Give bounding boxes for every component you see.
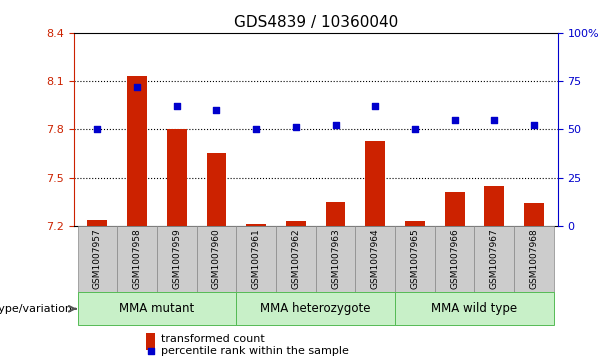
Bar — [395, 226, 435, 292]
Text: GSM1007958: GSM1007958 — [132, 229, 142, 289]
Point — [410, 126, 420, 132]
Point — [132, 84, 142, 90]
Bar — [316, 226, 356, 292]
Text: MMA wild type: MMA wild type — [432, 302, 517, 315]
Text: GSM1007962: GSM1007962 — [291, 229, 300, 289]
Text: GSM1007961: GSM1007961 — [252, 229, 261, 289]
Point — [529, 123, 539, 129]
Point — [211, 107, 221, 113]
Point — [291, 125, 301, 130]
Point — [370, 103, 380, 109]
Bar — [127, 76, 147, 226]
Bar — [405, 221, 425, 226]
Point — [172, 103, 181, 109]
Bar — [484, 186, 504, 226]
Point — [93, 126, 102, 132]
Point — [146, 348, 156, 354]
Title: GDS4839 / 10360040: GDS4839 / 10360040 — [234, 15, 398, 30]
Text: GSM1007960: GSM1007960 — [212, 229, 221, 289]
Bar — [435, 226, 474, 292]
Bar — [236, 226, 276, 292]
Bar — [157, 226, 197, 292]
Point — [251, 126, 261, 132]
Bar — [474, 226, 514, 292]
Bar — [246, 224, 266, 226]
Bar — [147, 333, 155, 350]
Bar — [395, 292, 554, 325]
Point — [450, 117, 460, 123]
Bar — [167, 129, 187, 226]
Bar — [77, 226, 117, 292]
Text: GSM1007964: GSM1007964 — [371, 229, 379, 289]
Bar — [524, 203, 544, 226]
Text: GSM1007963: GSM1007963 — [331, 229, 340, 289]
Text: MMA heterozygote: MMA heterozygote — [261, 302, 371, 315]
Bar — [326, 202, 346, 226]
Bar — [444, 192, 465, 226]
Text: genotype/variation: genotype/variation — [0, 304, 73, 314]
Bar — [286, 221, 306, 226]
Bar — [276, 226, 316, 292]
Bar — [236, 292, 395, 325]
Bar — [197, 226, 236, 292]
Bar — [207, 154, 226, 226]
Bar — [514, 226, 554, 292]
Point — [330, 123, 340, 129]
Bar — [117, 226, 157, 292]
Text: GSM1007959: GSM1007959 — [172, 229, 181, 289]
Text: GSM1007965: GSM1007965 — [411, 229, 419, 289]
Text: transformed count: transformed count — [161, 334, 264, 344]
Bar — [77, 292, 236, 325]
Bar — [356, 226, 395, 292]
Text: GSM1007957: GSM1007957 — [93, 229, 102, 289]
Text: GSM1007968: GSM1007968 — [530, 229, 538, 289]
Text: GSM1007966: GSM1007966 — [450, 229, 459, 289]
Point — [489, 117, 499, 123]
Text: MMA mutant: MMA mutant — [120, 302, 194, 315]
Bar — [88, 220, 107, 226]
Text: GSM1007967: GSM1007967 — [490, 229, 499, 289]
Bar — [365, 140, 385, 226]
Text: percentile rank within the sample: percentile rank within the sample — [161, 346, 349, 356]
